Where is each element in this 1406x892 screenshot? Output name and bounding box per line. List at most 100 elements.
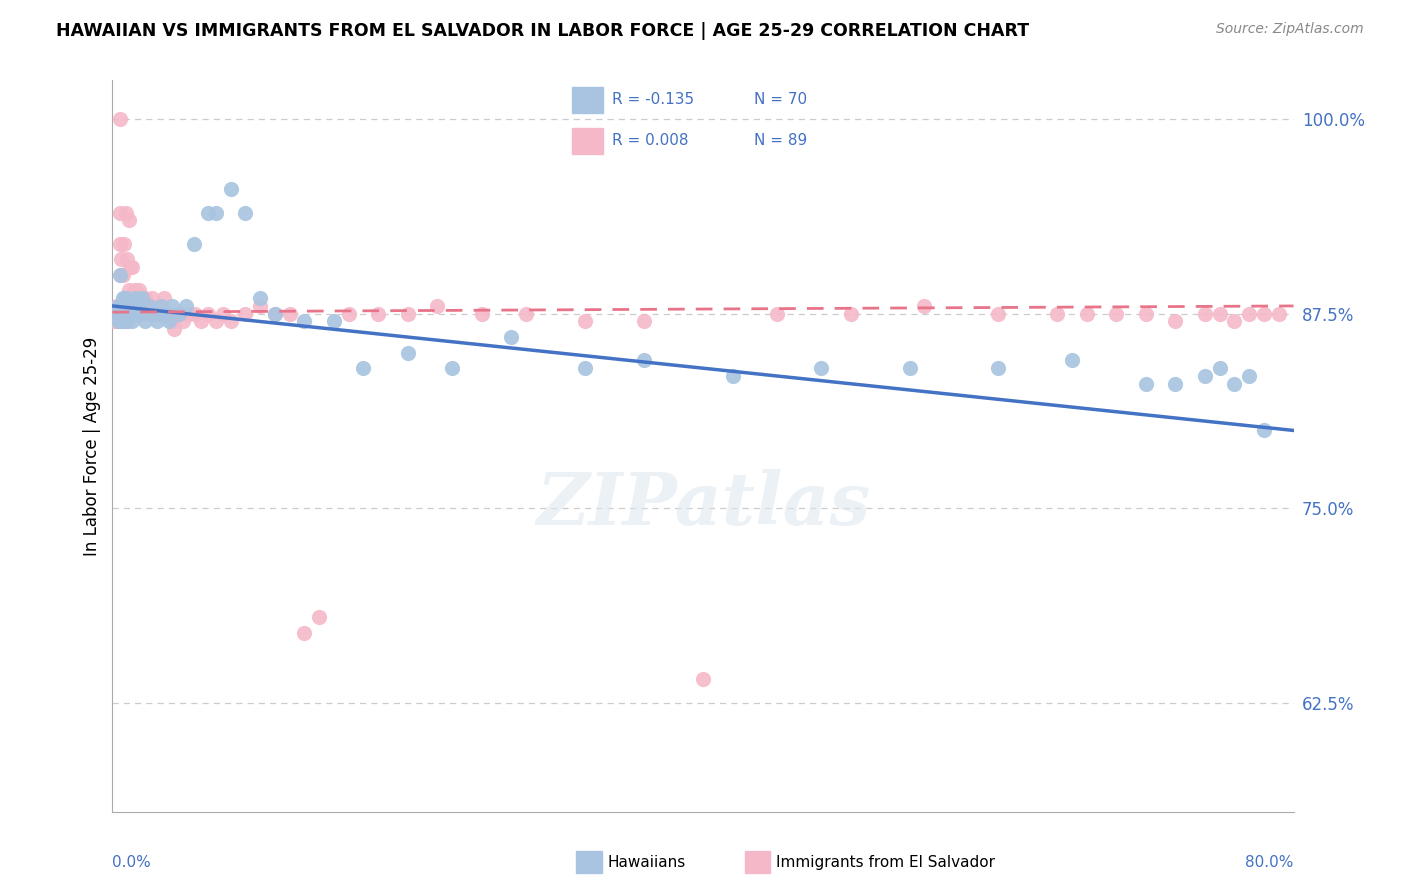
Point: [1223, 314, 1246, 328]
Point: [110, 299, 132, 313]
Point: [111, 291, 134, 305]
Point: [174, 299, 197, 313]
Point: [107, 299, 129, 313]
Point: [134, 291, 156, 305]
Point: [1164, 376, 1187, 391]
Text: Hawaiians: Hawaiians: [607, 855, 686, 870]
Point: [172, 314, 194, 328]
Point: [124, 291, 146, 305]
Point: [112, 307, 135, 321]
Point: [1046, 307, 1069, 321]
Point: [141, 291, 163, 305]
Point: [183, 236, 205, 251]
Point: [103, 307, 125, 321]
Point: [167, 307, 190, 321]
Point: [114, 299, 136, 313]
Point: [110, 299, 132, 313]
Point: [104, 307, 127, 321]
Point: [146, 299, 169, 313]
Point: [1194, 307, 1216, 321]
Point: [721, 368, 744, 383]
Point: [766, 307, 789, 321]
Point: [153, 291, 176, 305]
Point: [987, 307, 1010, 321]
Point: [134, 314, 156, 328]
Point: [197, 205, 219, 219]
Point: [264, 307, 287, 321]
Point: [574, 361, 596, 376]
Point: [1239, 368, 1261, 383]
Text: Source: ZipAtlas.com: Source: ZipAtlas.com: [1216, 22, 1364, 37]
Point: [108, 268, 131, 282]
Point: [197, 307, 219, 321]
Point: [110, 252, 132, 267]
Point: [118, 213, 141, 227]
Point: [107, 314, 129, 328]
Point: [118, 307, 141, 321]
Point: [121, 314, 143, 328]
Point: [1105, 307, 1128, 321]
Point: [149, 307, 172, 321]
Point: [105, 307, 128, 321]
Point: [129, 307, 152, 321]
Point: [470, 307, 494, 321]
Point: [205, 205, 228, 219]
Point: [574, 314, 596, 328]
Point: [212, 307, 235, 321]
Point: [219, 314, 242, 328]
Point: [117, 314, 138, 328]
Point: [1253, 307, 1275, 321]
Point: [105, 307, 128, 321]
Point: [136, 299, 159, 313]
Point: [233, 205, 256, 219]
Point: [292, 314, 315, 328]
Point: [122, 291, 145, 305]
Point: [501, 330, 523, 344]
Point: [352, 361, 374, 376]
Point: [108, 112, 131, 127]
Point: [633, 353, 655, 368]
Point: [396, 345, 419, 359]
Point: [112, 291, 135, 305]
Point: [117, 252, 138, 267]
Point: [131, 291, 153, 305]
Point: [1062, 353, 1084, 368]
Point: [125, 307, 148, 321]
Point: [1194, 368, 1216, 383]
Point: [337, 307, 360, 321]
Point: [105, 307, 128, 321]
Point: [107, 307, 129, 321]
Point: [103, 307, 125, 321]
Point: [124, 284, 146, 298]
Point: [138, 307, 160, 321]
Point: [441, 361, 464, 376]
Point: [107, 314, 129, 328]
Point: [160, 299, 183, 313]
Point: [108, 299, 131, 313]
Point: [323, 314, 346, 328]
Point: [426, 299, 449, 313]
Point: [108, 205, 131, 219]
Point: [105, 314, 128, 328]
Point: [112, 236, 135, 251]
Point: [1076, 307, 1098, 321]
Point: [117, 314, 138, 328]
Point: [292, 625, 315, 640]
Point: [308, 610, 330, 624]
Point: [127, 299, 149, 313]
Point: [112, 299, 135, 313]
Point: [127, 299, 149, 313]
Point: [515, 307, 537, 321]
Point: [1135, 376, 1157, 391]
Point: [128, 284, 150, 298]
Point: [1223, 376, 1246, 391]
Point: [111, 314, 134, 328]
Point: [104, 307, 127, 321]
Point: [633, 314, 655, 328]
Point: [898, 361, 921, 376]
Point: [987, 361, 1010, 376]
Point: [120, 299, 142, 313]
Point: [121, 260, 143, 274]
Point: [184, 307, 207, 321]
Point: [114, 291, 136, 305]
